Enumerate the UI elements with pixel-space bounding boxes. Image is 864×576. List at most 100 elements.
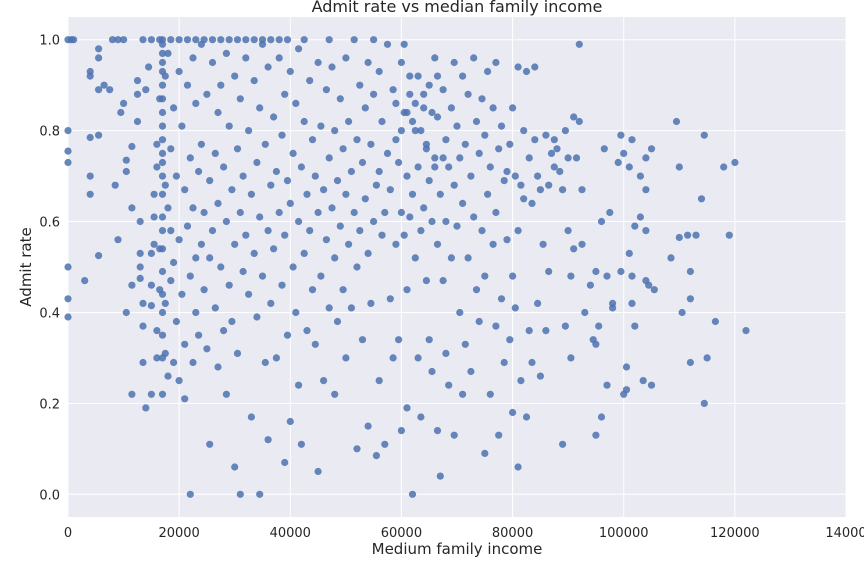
- data-point: [386, 295, 394, 303]
- data-point: [592, 267, 600, 276]
- data-point: [278, 281, 286, 289]
- data-point: [742, 327, 750, 335]
- data-point: [564, 227, 572, 235]
- plot-background: [68, 17, 846, 517]
- data-point: [383, 40, 392, 48]
- data-point: [675, 233, 683, 242]
- data-point: [328, 63, 336, 71]
- data-point: [158, 81, 167, 89]
- data-point: [203, 345, 211, 353]
- data-point: [200, 208, 208, 217]
- data-point: [372, 181, 380, 189]
- data-point: [439, 277, 447, 285]
- data-point: [200, 286, 208, 294]
- data-point: [350, 208, 358, 217]
- data-point: [414, 163, 422, 171]
- data-point: [322, 236, 330, 244]
- data-point: [208, 227, 217, 235]
- data-point: [431, 54, 439, 62]
- data-point: [556, 167, 564, 176]
- data-point: [342, 54, 350, 62]
- data-point: [561, 127, 570, 135]
- data-point: [372, 452, 380, 460]
- data-point: [392, 240, 400, 248]
- data-point: [239, 267, 247, 276]
- data-point: [139, 322, 147, 330]
- data-point: [231, 463, 239, 471]
- data-point: [289, 149, 297, 157]
- data-point: [475, 317, 483, 326]
- data-point: [489, 240, 497, 248]
- y-axis-ticks: 0.0 0.2 0.4 0.6 0.8 1.0: [39, 34, 60, 504]
- data-point: [108, 36, 117, 44]
- data-point: [375, 377, 383, 385]
- data-point: [256, 104, 264, 112]
- data-point: [286, 199, 294, 207]
- data-point: [370, 217, 378, 226]
- data-point: [700, 399, 708, 407]
- data-point: [283, 331, 292, 339]
- data-point: [397, 208, 405, 217]
- data-point: [522, 413, 531, 421]
- data-point: [236, 95, 244, 103]
- data-point: [631, 322, 639, 330]
- data-point: [445, 163, 453, 171]
- data-point: [450, 181, 458, 189]
- data-point: [172, 317, 180, 326]
- y-axis-label: Admit rate: [17, 227, 35, 306]
- data-point: [217, 81, 225, 89]
- data-point: [339, 286, 347, 294]
- data-point: [433, 427, 442, 435]
- data-point: [622, 386, 631, 394]
- data-point: [606, 208, 614, 217]
- data-point: [275, 208, 283, 217]
- data-point: [300, 36, 308, 44]
- data-point: [167, 227, 175, 235]
- data-point: [472, 117, 481, 126]
- data-point: [64, 147, 72, 155]
- data-point: [95, 45, 103, 53]
- data-point: [178, 290, 186, 298]
- data-point: [414, 354, 422, 362]
- data-point: [147, 302, 155, 310]
- data-point: [592, 431, 600, 439]
- data-point: [495, 431, 503, 439]
- x-tick-label: 20000: [158, 526, 199, 541]
- data-point: [356, 227, 364, 235]
- x-tick-label: 0: [64, 526, 72, 541]
- data-point: [192, 99, 200, 107]
- data-point: [342, 354, 350, 362]
- data-point: [575, 40, 583, 48]
- data-point: [375, 167, 383, 176]
- data-point: [353, 445, 361, 453]
- data-point: [164, 372, 172, 380]
- data-point: [289, 263, 297, 271]
- data-point: [425, 177, 433, 185]
- data-point: [250, 249, 258, 257]
- data-point: [408, 190, 417, 198]
- data-point: [514, 63, 522, 71]
- data-point: [531, 136, 539, 144]
- data-point: [642, 227, 650, 235]
- data-point: [503, 236, 511, 244]
- data-point: [406, 90, 414, 98]
- data-point: [622, 363, 631, 371]
- data-point: [514, 227, 522, 235]
- data-point: [545, 267, 553, 276]
- data-point: [378, 117, 386, 126]
- data-point: [392, 99, 400, 107]
- data-point: [450, 58, 458, 67]
- data-point: [403, 286, 411, 294]
- data-point: [186, 272, 194, 280]
- data-point: [147, 390, 155, 398]
- data-point: [245, 127, 253, 135]
- data-point: [136, 274, 144, 282]
- data-point: [158, 354, 167, 362]
- data-point: [170, 358, 178, 367]
- data-point: [170, 258, 178, 267]
- data-point: [150, 240, 158, 248]
- data-point: [542, 327, 550, 335]
- data-point: [720, 163, 728, 171]
- data-point: [525, 154, 533, 162]
- data-point: [408, 490, 417, 498]
